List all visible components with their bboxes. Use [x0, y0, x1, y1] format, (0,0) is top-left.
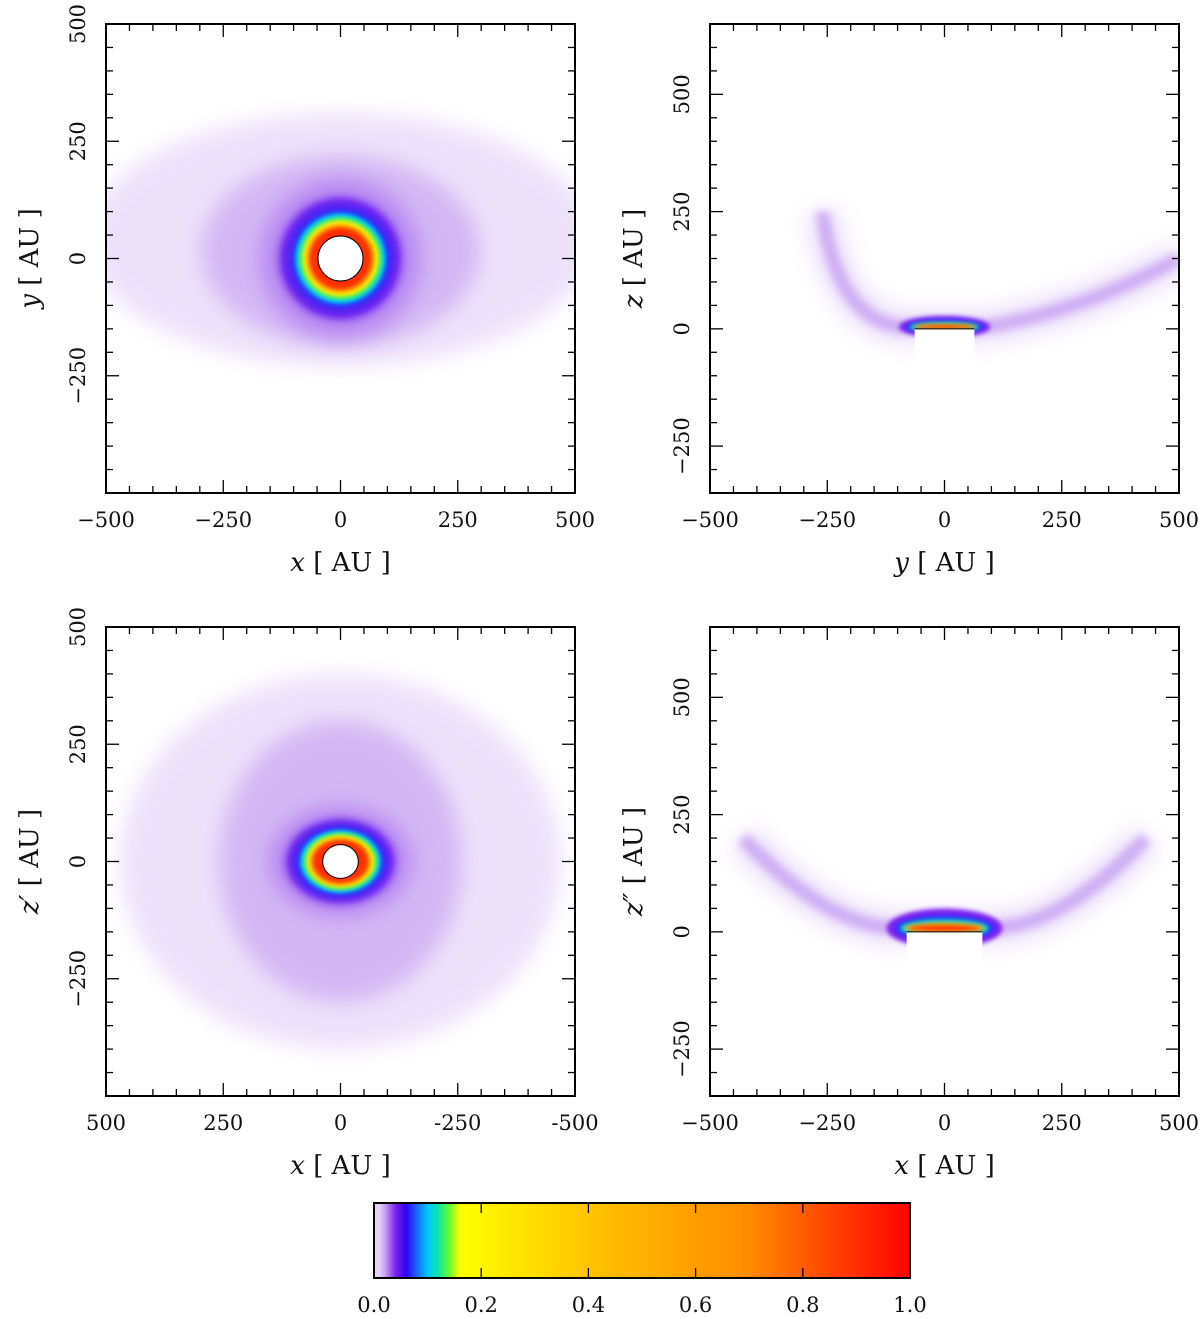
x-tick-label: −250 [798, 508, 856, 532]
y-tick-label: 500 [66, 4, 90, 44]
heatmap-image [106, 113, 575, 367]
x-tick-labels: 500 250 0 -250 -500 [86, 1111, 599, 1135]
x-tick-label: 250 [203, 1111, 243, 1135]
x-axis-variable: x [290, 548, 305, 578]
ticks [709, 626, 1180, 1097]
y-tick-label: 0 [670, 322, 694, 335]
panel-top-left: −500 −250 0 250 500 −250 0 250 500 x [ AU ] y [… [15, 4, 595, 578]
panel-bottom-left: 500 250 0 -250 -500 −250 0 250 500 x [ AU ] z′ … [15, 607, 599, 1181]
y-tick-label: 500 [66, 607, 90, 647]
y-axis-unit: [ AU ] [15, 208, 45, 294]
y-tick-label: 500 [670, 74, 694, 114]
colorbar-gradient [373, 1202, 911, 1279]
x-axis-unit: [ AU ] [909, 548, 995, 578]
x-tick-label: 500 [86, 1111, 126, 1135]
x-axis-label: x [ AU ] [894, 1151, 994, 1181]
colorbar-tick-label: 0.0 [357, 1293, 390, 1317]
y-axis-variable: y [15, 294, 45, 310]
emission-layer [805, 209, 1179, 423]
x-tick-label: 250 [438, 508, 478, 532]
colorbar-tick-labels: 0.0 0.2 0.4 0.6 0.8 1.0 [357, 1293, 926, 1317]
x-tick-label: 500 [555, 508, 595, 532]
y-axis-label: z′ [ AU ] [15, 809, 45, 915]
colorbar-tick-label: 1.0 [893, 1293, 926, 1317]
y-tick-labels: −250 0 250 500 [670, 74, 694, 475]
y-tick-label: 0 [670, 925, 694, 938]
x-tick-label: −500 [77, 508, 135, 532]
emission-layer [120, 673, 561, 1050]
y-tick-label: −250 [670, 1020, 694, 1078]
y-tick-label: 250 [670, 795, 694, 835]
x-tick-label: -500 [551, 1111, 598, 1135]
x-tick-label: 250 [1042, 508, 1082, 532]
y-axis-variable: z′ [15, 894, 45, 915]
x-axis-label: x [ AU ] [290, 1151, 390, 1181]
y-axis-variable: z″ [619, 892, 649, 917]
colorbar-tick-label: 0.8 [786, 1293, 819, 1317]
panel-top-right: −500 −250 0 250 500 −250 0 250 500 y [ AU ] z [… [619, 23, 1199, 578]
x-tick-label: 0 [938, 1111, 951, 1135]
y-tick-label: 0 [66, 252, 90, 265]
colorbar: 0.0 0.2 0.4 0.6 0.8 1.0 [357, 1202, 927, 1317]
emission-layer [106, 113, 575, 367]
panel-bottom-right: −500 −250 0 250 500 −250 0 250 500 x [ AU ] z″ … [619, 626, 1199, 1181]
x-tick-label: 0 [938, 508, 951, 532]
y-axis-variable: z [619, 294, 649, 309]
y-tick-label: −250 [670, 417, 694, 475]
y-tick-label: 0 [66, 855, 90, 868]
x-tick-label: −500 [681, 1111, 739, 1135]
y-axis-label: y [ AU ] [15, 208, 45, 309]
x-tick-labels: −500 −250 0 250 500 [681, 508, 1199, 532]
y-axis-unit: [ AU ] [619, 807, 649, 893]
y-tick-label: 250 [66, 121, 90, 161]
y-tick-label: −250 [66, 950, 90, 1008]
x-axis-unit: [ AU ] [305, 1151, 391, 1181]
y-tick-label: 250 [66, 724, 90, 764]
colorbar-tick-label: 0.2 [464, 1293, 497, 1317]
y-axis-label: z [ AU ] [619, 209, 649, 309]
x-axis-variable: x [290, 1151, 305, 1181]
x-tick-label: −250 [194, 508, 252, 532]
x-axis-unit: [ AU ] [305, 548, 391, 578]
x-tick-label: 0 [334, 1111, 347, 1135]
y-tick-labels: −250 0 250 500 [66, 607, 90, 1008]
x-tick-label: 0 [334, 508, 347, 532]
y-tick-label: 500 [670, 677, 694, 717]
x-tick-label: 500 [1159, 508, 1199, 532]
x-axis-variable: x [894, 1151, 909, 1181]
ticks [709, 23, 1180, 494]
x-tick-label: −500 [681, 508, 739, 532]
x-axis-label: x [ AU ] [290, 548, 390, 578]
x-axis-variable: y [893, 548, 909, 578]
x-tick-labels: −500 −250 0 250 500 [681, 1111, 1199, 1135]
y-axis-label: z″ [ AU ] [619, 807, 649, 917]
inner-hole [322, 844, 359, 879]
colorbar-ticks [373, 1203, 911, 1278]
colorbar-tick-label: 0.4 [572, 1293, 605, 1317]
x-tick-labels: −500 −250 0 250 500 [77, 508, 595, 532]
emission-layer [730, 826, 1159, 1026]
heatmap-image [805, 209, 1179, 423]
x-tick-label: 500 [1159, 1111, 1199, 1135]
heatmap-image [120, 673, 561, 1050]
y-tick-label: −250 [66, 347, 90, 405]
ticks [105, 626, 576, 1097]
y-tick-labels: −250 0 250 500 [670, 677, 694, 1078]
y-axis-unit: [ AU ] [15, 809, 45, 895]
inner-hole [317, 235, 364, 282]
x-tick-label: 250 [1042, 1111, 1082, 1135]
heatmap-image [730, 826, 1159, 1026]
x-axis-label: y [ AU ] [893, 548, 994, 578]
x-tick-label: -250 [434, 1111, 481, 1135]
ticks [105, 23, 576, 494]
y-axis-unit: [ AU ] [619, 209, 649, 295]
x-axis-unit: [ AU ] [909, 1151, 995, 1181]
y-tick-labels: −250 0 250 500 [66, 4, 90, 405]
colorbar-tick-label: 0.6 [679, 1293, 712, 1317]
x-tick-label: −250 [798, 1111, 856, 1135]
y-tick-label: 250 [670, 192, 694, 232]
